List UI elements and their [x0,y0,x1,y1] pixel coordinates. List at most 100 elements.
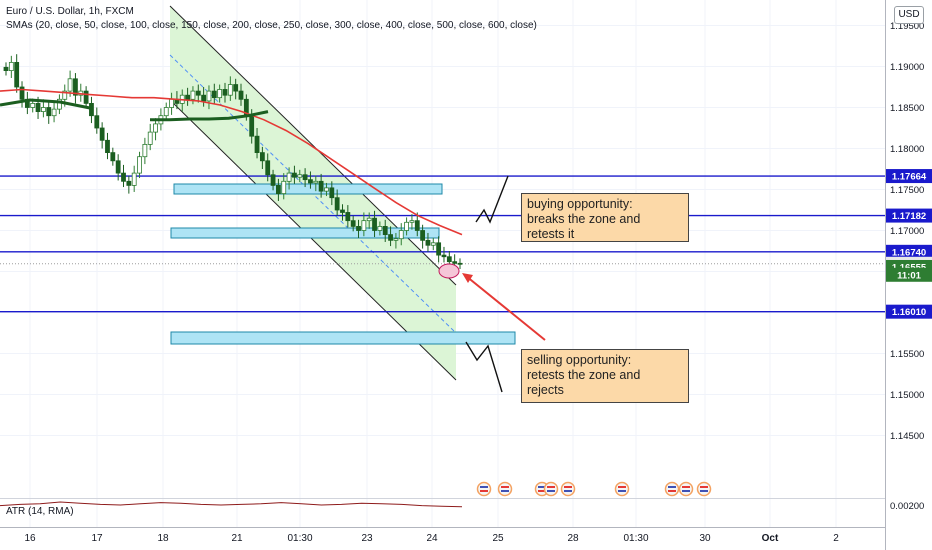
event-icon-stripe [682,490,690,492]
candle-body [292,172,297,178]
candle-body [105,139,110,154]
candle-body [441,254,447,258]
event-icon-stripe [682,486,690,488]
event-icon-stripe [501,486,509,488]
time-tick: 25 [492,533,504,544]
chart-title: Euro / U.S. Dollar, 1h, FXCM [6,6,134,17]
candle-body [350,220,356,227]
event-icon-stripe [480,490,488,492]
supply-demand-zone [170,331,516,345]
level-label-bg [886,208,932,223]
price-tick: 1.17500 [890,185,924,196]
candle-body [409,220,415,223]
sell-arrow [465,275,546,341]
candle-body [137,156,142,174]
candle-body [334,197,340,211]
candle-body [446,256,452,263]
candle-body [131,172,137,186]
candle-body [121,172,126,182]
candle-body [366,217,372,222]
candle-body [206,90,212,102]
candle-body [126,180,132,186]
candle-body [147,131,153,145]
candle-body [222,89,228,96]
time-tick: 21 [231,533,243,544]
level-label: 1.16740 [892,247,926,258]
zones [170,183,516,345]
candle-body [372,217,377,231]
buy-zigzag [475,175,509,224]
buy-note: buying opportunity: breaks the zone and … [521,193,689,242]
candle-body [377,225,383,231]
candle-body [89,103,94,117]
price-tick: 1.19000 [890,62,924,73]
price-tick: 1.19500 [890,21,924,32]
event-icon [543,481,559,497]
sell-note: selling opportunity: retests the zone an… [521,349,689,403]
candle-body [142,143,148,158]
candle-body [265,160,271,176]
candle-body [420,230,426,241]
candle-body [436,242,442,256]
event-icon-stripe [700,490,708,492]
event-icon [696,481,712,497]
level-label: 1.16010 [892,307,926,318]
price-tick: 1.14500 [890,431,924,442]
event-icons [476,481,712,497]
retest-highlight [438,263,460,279]
candle-body [388,234,393,241]
candle-body [313,180,319,184]
event-icon-stripe [564,486,572,488]
event-icon-stripe [564,490,572,492]
candle-body [318,180,324,192]
candle-body [275,184,281,194]
candle-body [190,90,196,100]
atr-pane [0,498,885,508]
price-tick: 1.18500 [890,103,924,114]
price-label-bg [886,267,932,282]
currency-button[interactable]: USD [894,6,924,24]
candle-body [195,90,201,96]
time-tick: 23 [361,533,373,544]
candle-body [452,261,458,264]
candle-body [361,220,367,231]
time-tick: 28 [567,533,579,544]
candle-body [46,107,52,117]
candle-body [404,221,409,231]
sma-green-left [0,98,91,110]
candle-body [51,108,57,117]
candle-body [430,242,436,246]
level-label: 1.17182 [892,211,926,222]
candle-body [57,98,62,110]
candle-body [356,225,361,231]
level-label: 1.17664 [892,172,927,183]
price-tick: 1.15000 [890,390,924,401]
event-icon [678,481,694,497]
horizontal-levels [0,175,885,313]
atr-line [0,501,463,508]
supply-demand-zone [170,227,440,239]
time-tick: Oct [762,533,779,544]
candle-body [30,103,36,108]
time-tick: 30 [699,533,711,544]
candle-body [8,62,14,72]
candle-body [201,94,207,102]
time-tick: 01:30 [287,533,312,544]
time-tick: 24 [426,533,438,544]
event-icon-stripe [538,486,546,488]
candle-body [281,180,287,195]
candle-body [73,78,78,96]
candle-body [398,230,404,240]
event-icon-stripe [501,490,509,492]
candle-body [297,174,303,178]
candle-body [238,90,244,100]
sma-green-line [150,110,269,122]
candle-body [19,86,25,100]
sma-legend: SMAs (20, close, 50, close, 100, close, … [6,20,537,31]
event-icon [614,481,630,497]
candle-body [249,115,255,137]
candle-body [233,84,239,92]
level-label-bg [886,304,932,319]
